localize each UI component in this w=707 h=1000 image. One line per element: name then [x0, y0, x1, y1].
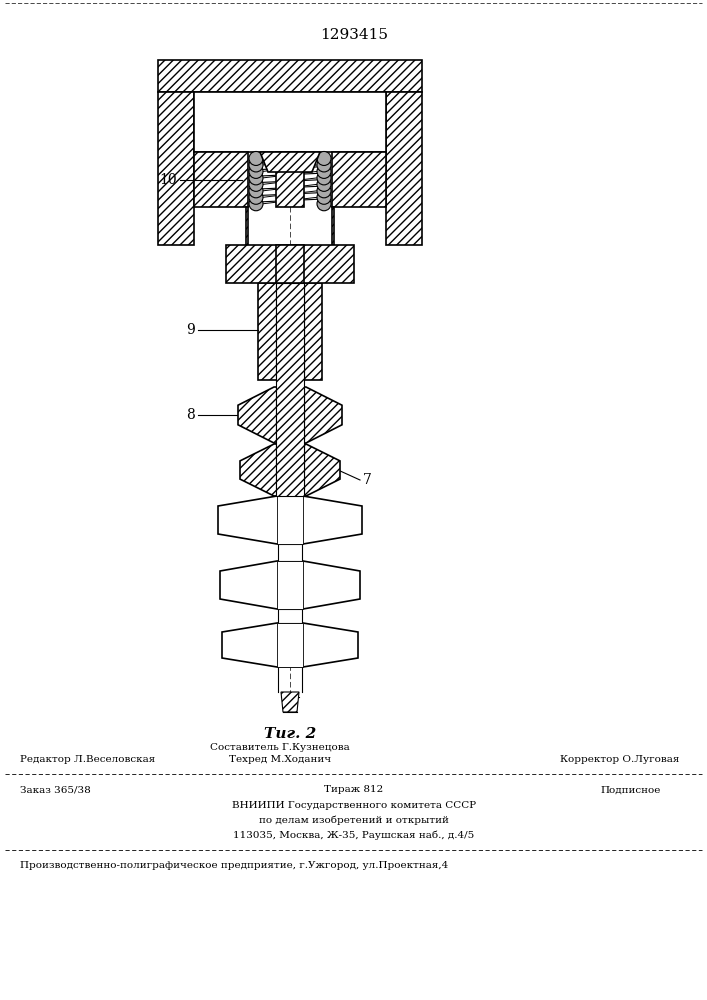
- Text: по делам изобретений и открытий: по делам изобретений и открытий: [259, 815, 449, 825]
- Circle shape: [249, 197, 263, 211]
- Polygon shape: [246, 207, 248, 245]
- Polygon shape: [226, 245, 354, 283]
- Circle shape: [317, 197, 331, 211]
- Circle shape: [317, 158, 331, 172]
- Polygon shape: [220, 561, 360, 609]
- Circle shape: [249, 177, 263, 191]
- Polygon shape: [276, 152, 304, 207]
- Text: Составитель Г.Кузнецова: Составитель Г.Кузнецова: [210, 742, 350, 752]
- Polygon shape: [238, 387, 342, 443]
- Circle shape: [317, 184, 331, 198]
- Bar: [277, 561, 303, 609]
- Polygon shape: [218, 496, 362, 544]
- Polygon shape: [194, 152, 248, 207]
- Polygon shape: [260, 152, 320, 172]
- Bar: [278, 544, 302, 561]
- Circle shape: [249, 158, 263, 172]
- Polygon shape: [222, 623, 358, 667]
- Text: Подписное: Подписное: [600, 786, 660, 794]
- Circle shape: [317, 190, 331, 204]
- Bar: [278, 609, 302, 623]
- Polygon shape: [258, 283, 322, 380]
- Circle shape: [317, 171, 331, 185]
- Polygon shape: [332, 152, 386, 207]
- Polygon shape: [158, 60, 422, 92]
- Circle shape: [249, 184, 263, 198]
- Text: 9: 9: [186, 323, 195, 337]
- Bar: [276, 443, 304, 444]
- Bar: [276, 283, 304, 496]
- Bar: [277, 623, 303, 667]
- Text: Τиг. 2: Τиг. 2: [264, 727, 316, 741]
- Text: Редактор Л.Веселовская: Редактор Л.Веселовская: [20, 756, 156, 764]
- Text: Тираж 812: Тираж 812: [325, 786, 384, 794]
- Text: Производственно-полиграфическое предприятие, г.Ужгород, ул.Проектная,4: Производственно-полиграфическое предприя…: [20, 860, 448, 869]
- Circle shape: [249, 171, 263, 185]
- Bar: [276, 283, 304, 380]
- Text: 8: 8: [186, 408, 195, 422]
- Polygon shape: [240, 444, 340, 496]
- Circle shape: [317, 151, 331, 165]
- Bar: [276, 387, 304, 496]
- Polygon shape: [276, 245, 304, 283]
- Polygon shape: [281, 692, 299, 712]
- Circle shape: [317, 177, 331, 191]
- Text: Заказ 365/38: Заказ 365/38: [20, 786, 90, 794]
- Bar: [194, 92, 386, 152]
- Circle shape: [249, 164, 263, 178]
- Polygon shape: [158, 92, 194, 245]
- Text: Техред М.Ходанич: Техред М.Ходанич: [229, 756, 331, 764]
- Text: ВНИИПИ Государственного комитета СССР: ВНИИПИ Государственного комитета СССР: [232, 800, 476, 810]
- Text: 1293415: 1293415: [320, 28, 388, 42]
- Polygon shape: [386, 92, 422, 245]
- Circle shape: [249, 190, 263, 204]
- Circle shape: [249, 151, 263, 165]
- Text: Корректор О.Луговая: Корректор О.Луговая: [561, 756, 679, 764]
- Text: 113035, Москва, Ж-35, Раушская наб., д.4/5: 113035, Москва, Ж-35, Раушская наб., д.4…: [233, 830, 474, 840]
- Circle shape: [317, 164, 331, 178]
- Text: 7: 7: [363, 473, 372, 487]
- Polygon shape: [332, 207, 334, 245]
- Text: 10: 10: [159, 173, 177, 187]
- Bar: [277, 496, 303, 544]
